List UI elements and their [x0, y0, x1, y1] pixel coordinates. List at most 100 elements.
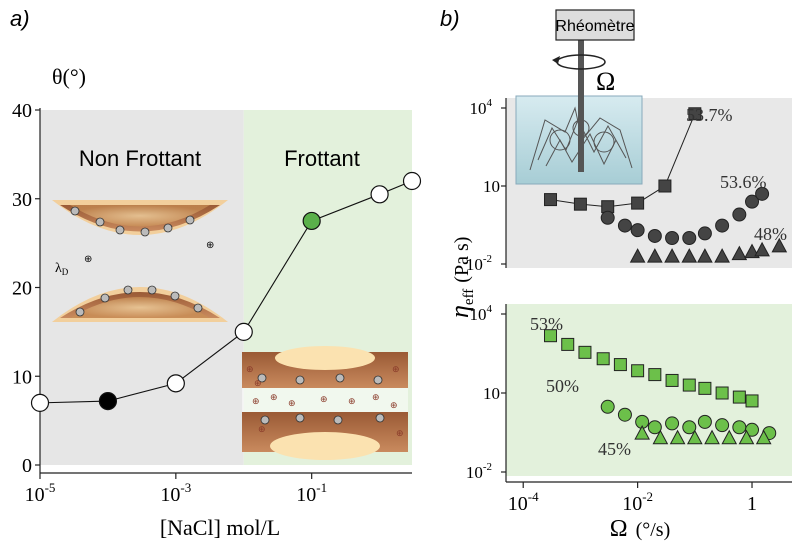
y-tick-label: 40 [12, 100, 32, 122]
square-marker [631, 364, 645, 378]
triangle-marker [771, 237, 788, 253]
circle-marker [715, 218, 730, 233]
x-tick-label: 10-1 [296, 480, 327, 506]
series-label: 48% [754, 224, 787, 244]
panel-b-label: b) [440, 6, 460, 31]
triangle-marker [721, 429, 738, 445]
x-tick-label: 10-2 [622, 489, 653, 515]
square-marker [698, 381, 712, 395]
svg-text:⊕: ⊕ [320, 394, 328, 404]
circle-marker [745, 194, 760, 209]
svg-text:⊕: ⊕ [246, 364, 254, 374]
circle-marker [600, 399, 615, 414]
svg-text:⊕: ⊕ [392, 364, 400, 374]
y-axis-title: θ(°) [52, 64, 86, 89]
triangle-marker [647, 248, 663, 263]
panel-a-label: a) [10, 6, 30, 31]
theta-point [402, 171, 422, 191]
svg-text:⊕: ⊕ [372, 392, 380, 402]
x-tick-label: 1 [747, 493, 757, 515]
circle-marker [697, 226, 712, 241]
square-marker [688, 107, 702, 121]
svg-text:⊕: ⊕ [84, 254, 92, 265]
svg-text:⊕: ⊕ [288, 398, 296, 408]
theta-point [98, 392, 118, 411]
panel-b-ylabel: ηeff(Pa s) [445, 237, 477, 318]
triangle-marker [681, 248, 698, 263]
circle-marker [647, 420, 662, 435]
theta-point [302, 211, 321, 231]
square-marker [578, 345, 592, 359]
svg-text:⊕: ⊕ [390, 400, 398, 410]
theta-point [30, 393, 50, 412]
svg-text:⊕: ⊕ [252, 396, 260, 406]
theta-point [234, 322, 253, 341]
theta-series-points [30, 171, 422, 412]
series-label: 53% [530, 314, 563, 334]
circle-marker [755, 186, 770, 201]
triangle-marker [686, 429, 703, 445]
circle-marker [665, 416, 680, 431]
triangle-marker [738, 429, 755, 445]
square-marker [544, 193, 558, 207]
square-marker [648, 368, 662, 382]
y-tick-label: 0 [22, 455, 32, 477]
square-marker [715, 386, 729, 400]
theta-point [166, 374, 185, 393]
y-tick-label: 10-2 [466, 461, 492, 482]
svg-text:⊕: ⊕ [270, 392, 278, 402]
triangle-marker [714, 248, 730, 263]
circle-marker [745, 422, 760, 437]
series-label: 45% [598, 439, 631, 459]
svg-text:⊕: ⊕ [258, 424, 266, 434]
square-marker [745, 394, 759, 408]
svg-text:⊕: ⊕ [254, 378, 262, 388]
x-tick-label: 10-5 [25, 480, 56, 506]
triangle-marker [629, 248, 646, 263]
panel-a-y-ticks: 0 10 20 30 40 [12, 100, 40, 477]
series-label: 53.6% [720, 172, 767, 192]
circle-marker [630, 223, 645, 238]
circle-marker [647, 228, 662, 243]
panel-a-xlabel: [NaCl] mol/L [160, 515, 280, 540]
panel-b-xlabel: Ω (°/s) [610, 516, 671, 542]
triangle-marker [731, 245, 748, 261]
circle-marker [732, 207, 747, 222]
circle-marker [697, 414, 712, 429]
square-marker [682, 378, 696, 392]
debye-length-label: λD [55, 261, 69, 277]
rheometer-inset: Rhéomètre Ω [515, 9, 643, 185]
square-marker [613, 358, 627, 372]
square-marker [596, 352, 610, 366]
svg-text:⊕: ⊕ [396, 428, 404, 438]
circle-marker [665, 231, 680, 245]
triangle-marker [664, 248, 680, 263]
omega-symbol: Ω [596, 67, 615, 96]
triangle-marker [652, 429, 669, 445]
square-marker [631, 196, 645, 210]
circle-marker [600, 210, 615, 225]
triangle-marker [697, 248, 713, 263]
panel-a-ylabel: θ(°) [52, 64, 86, 89]
square-marker [561, 337, 575, 351]
theta-point [370, 185, 389, 204]
square-marker [573, 197, 587, 211]
triangle-marker [704, 429, 720, 445]
triangle-marker [669, 429, 686, 445]
y-tick-label: 20 [12, 278, 32, 300]
square-marker [665, 373, 679, 387]
particles-contact-illustration: ⊕⊕⊕ ⊕ ⊕⊕ ⊕ ⊕ ⊕ ⊕⊕ ⊕ [242, 346, 408, 460]
square-marker [732, 390, 746, 404]
square-marker [658, 179, 672, 193]
x-tick-label: 10-3 [160, 480, 191, 506]
y-tick-label: 30 [12, 189, 32, 211]
triangle-marker [755, 429, 772, 445]
circle-marker [715, 418, 730, 433]
series-label: 53.7% [686, 105, 733, 125]
triangle-marker [754, 241, 770, 257]
svg-text:⊕: ⊕ [348, 396, 356, 406]
panel-a-x-ticks: 10-5 10-3 10-1 [25, 473, 327, 506]
y-tick-label: 10 [12, 366, 32, 388]
